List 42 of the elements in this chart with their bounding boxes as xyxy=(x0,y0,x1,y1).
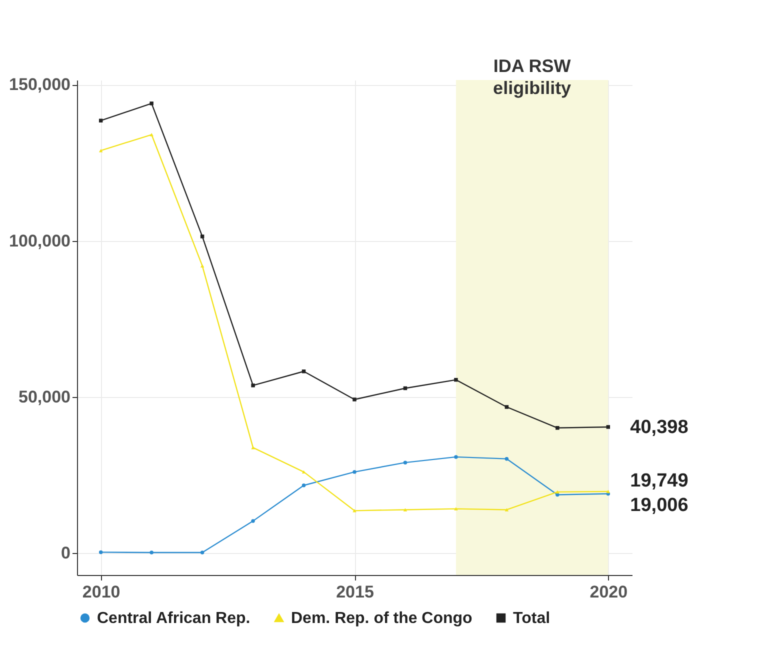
data-label: 19,749 xyxy=(630,470,688,492)
y-tick-label: 150,000 xyxy=(9,75,70,94)
legend-label: Total xyxy=(513,610,550,627)
point xyxy=(98,148,103,152)
point xyxy=(352,509,356,512)
data-label: 40,398 xyxy=(630,416,688,438)
point xyxy=(98,118,103,122)
x-tick-label: 2020 xyxy=(590,582,628,602)
x-tick-label: 2010 xyxy=(82,582,120,602)
point xyxy=(454,378,458,382)
point xyxy=(98,550,103,554)
y-tick-label: 0 xyxy=(61,544,70,563)
point xyxy=(302,484,306,488)
point xyxy=(403,460,408,464)
point xyxy=(200,264,204,268)
point xyxy=(150,102,154,106)
point xyxy=(556,426,560,430)
point xyxy=(606,490,610,494)
point xyxy=(403,508,408,512)
x-tick-label: 2015 xyxy=(336,582,374,602)
y-tick-label: 100,000 xyxy=(9,231,70,250)
point xyxy=(454,507,458,510)
point xyxy=(150,550,154,554)
legend-label: Central African Rep. xyxy=(97,610,250,627)
point xyxy=(352,470,356,474)
y-tick-label: 50,000 xyxy=(18,387,70,406)
point xyxy=(504,405,509,409)
point xyxy=(352,398,356,402)
data-label: 19,006 xyxy=(630,494,688,516)
point xyxy=(606,425,610,429)
point xyxy=(556,490,560,494)
point xyxy=(251,384,255,388)
band-label: IDA RSW eligibility xyxy=(493,56,572,98)
line-series xyxy=(98,133,610,512)
point xyxy=(504,508,509,512)
point xyxy=(454,455,458,459)
legend-label: Dem. Rep. of the Congo xyxy=(291,610,473,627)
point xyxy=(251,519,255,523)
point xyxy=(150,133,154,136)
point xyxy=(200,234,204,238)
point xyxy=(200,550,204,554)
point xyxy=(504,456,509,461)
